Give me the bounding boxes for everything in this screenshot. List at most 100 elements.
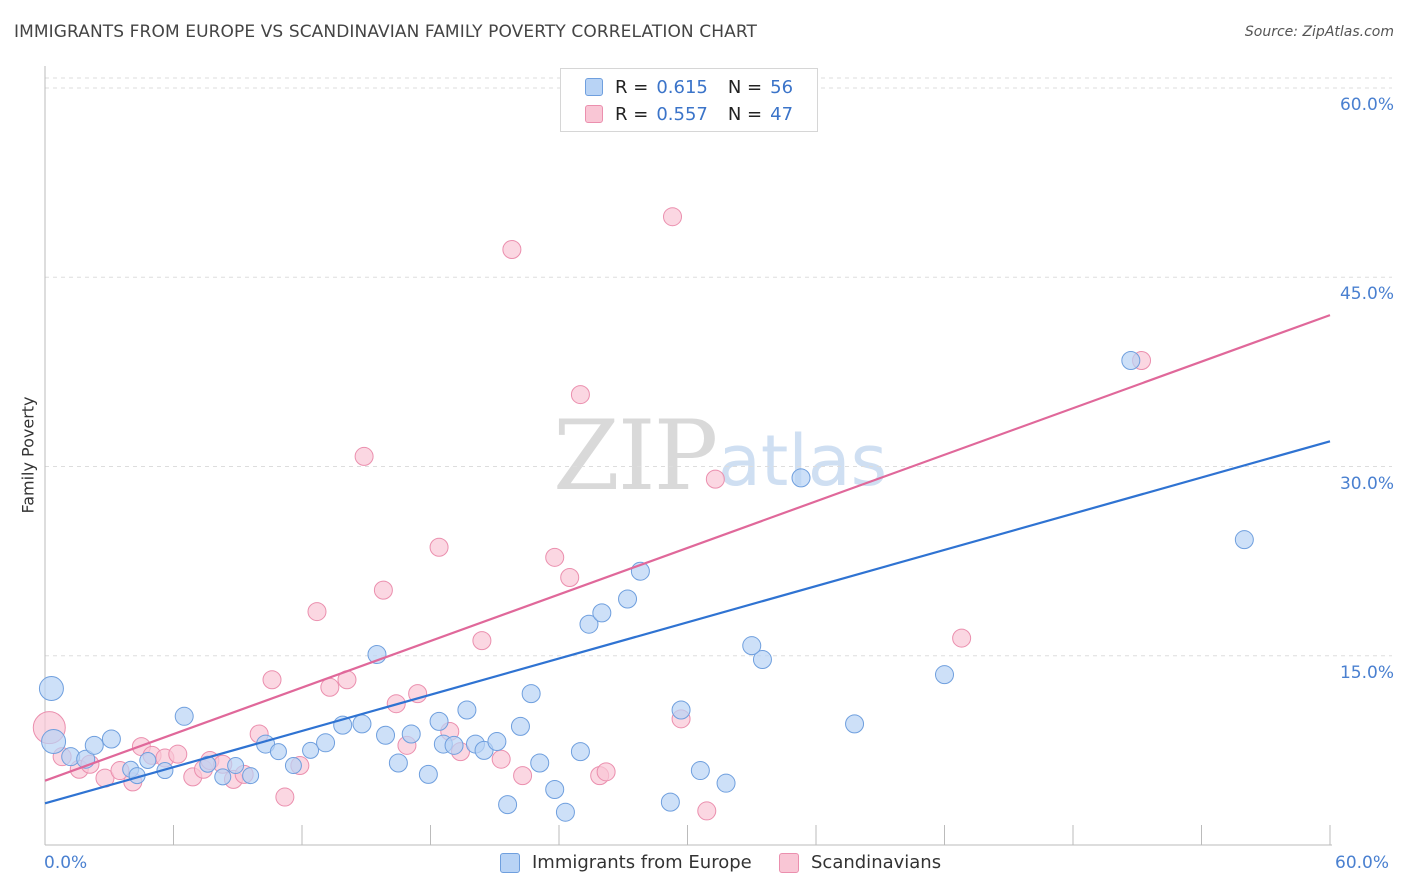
blue-legend-swatch (500, 852, 520, 873)
n-value: 56 (770, 76, 794, 98)
chart-title: IMMIGRANTS FROM EUROPE VS SCANDINAVIAN F… (14, 22, 757, 42)
immigrant-point (752, 650, 772, 670)
watermark-zip: ZIP (553, 400, 718, 512)
immigrant-point (139, 751, 157, 769)
scandinavian-point (275, 787, 295, 807)
immigrant-point (690, 761, 710, 781)
n-label: N = (727, 103, 763, 125)
immigrant-point (199, 755, 217, 773)
scandinavian-point (545, 547, 565, 567)
scandinavian-point (560, 568, 580, 588)
immigrant-point (742, 636, 762, 656)
immigrant-point (84, 735, 104, 755)
pink-swatch (585, 105, 603, 123)
immigrant-point (555, 802, 575, 822)
blue-swatch (585, 78, 603, 96)
axes (44, 66, 1332, 846)
correlation-legend: R = 0.615 N = 56 R = 0.557 N = 47 (560, 68, 818, 132)
immigrant-point (38, 676, 64, 702)
legend-label: Scandinavians (811, 852, 942, 873)
scandinavian-point (697, 801, 717, 821)
immigrant-point (401, 724, 421, 744)
scandinavian-point (663, 207, 683, 227)
immigrant-point (935, 665, 954, 685)
scandinavian-point (570, 385, 590, 405)
scandinavian-point (373, 580, 393, 600)
scandinavian-point (491, 749, 511, 769)
source-attribution: Source: ZipAtlas.com (1244, 24, 1394, 40)
immigrant-point (41, 729, 67, 755)
immigrant-point (530, 753, 550, 773)
y-tick-label: 15.0% (1339, 662, 1394, 683)
immigrant-point (487, 732, 507, 752)
immigrant-point (316, 733, 336, 753)
scandinavian-point (320, 677, 340, 697)
trend-lines (44, 314, 1331, 805)
immigrant-point (671, 700, 691, 720)
n-label: N = (727, 76, 763, 98)
scandinavian-point (502, 239, 522, 259)
y-axis-label: Family Poverty (18, 396, 38, 514)
legend-item-immigrants: Immigrants from Europe (500, 852, 752, 873)
r-value: 0.557 (656, 103, 708, 125)
x-tick-label-min: 0.0% (44, 853, 88, 873)
immigrant-point (521, 684, 541, 704)
immigrant-point (716, 773, 736, 793)
legend-row-immigrants: R = 0.615 N = 56 (585, 75, 793, 99)
immigrant-point (592, 603, 612, 623)
r-value: 0.615 (656, 76, 708, 98)
n-value: 47 (770, 103, 794, 125)
series-scandinavians (32, 207, 1152, 821)
immigrant-point (302, 741, 320, 759)
scandinavian-point (354, 446, 374, 466)
trend-line-scandinavians (44, 314, 1331, 782)
immigrant-point (545, 779, 565, 799)
immigrant-point (242, 767, 260, 785)
legend-label: Immigrants from Europe (532, 852, 752, 873)
y-tick-label: 60.0% (1339, 95, 1394, 115)
immigrant-point (174, 706, 194, 726)
immigrant-point (845, 714, 865, 734)
immigrant-point (579, 614, 599, 634)
immigrant-point (352, 714, 372, 734)
immigrant-point (1234, 530, 1254, 550)
legend-row-scandinavians: R = 0.557 N = 47 (585, 102, 793, 126)
scandinavian-point (307, 602, 327, 622)
immigrant-point (444, 735, 464, 755)
trend-line-immigrants (44, 440, 1331, 805)
scandinavian-point (952, 628, 972, 648)
immigrant-point (498, 795, 518, 815)
scandinavian-point (705, 469, 725, 489)
immigrant-point (457, 700, 477, 720)
immigrant-point (284, 757, 302, 775)
pink-legend-swatch (779, 852, 799, 873)
legend-item-scandinavians: Scandinavians (779, 852, 941, 873)
scandinavian-point (262, 670, 282, 690)
immigrant-point (214, 768, 232, 786)
scandinavian-point (168, 744, 188, 764)
immigrant-point (660, 792, 680, 812)
immigrant-point (388, 753, 408, 773)
r-label: R = (615, 103, 649, 125)
immigrant-point (227, 757, 245, 775)
y-tick-label: 30.0% (1339, 473, 1394, 494)
series-immigrants-from-europe (38, 351, 1254, 822)
scandinavian-point (429, 537, 449, 557)
immigrant-point (510, 716, 530, 736)
immigrant-point (1121, 351, 1141, 371)
immigrant-point (269, 743, 287, 761)
watermark-atlas: atlas (718, 420, 888, 502)
r-label: R = (615, 76, 649, 98)
immigrant-point (429, 711, 449, 731)
scandinavian-point (596, 762, 616, 782)
immigrant-point (376, 725, 396, 745)
immigrant-point (418, 764, 438, 784)
y-tick-label: 45.0% (1339, 284, 1394, 305)
immigrant-point (101, 729, 121, 749)
immigrant-point (618, 589, 638, 609)
immigrant-point (570, 742, 590, 762)
x-tick-label-max: 60.0% (1335, 853, 1390, 873)
scandinavian-point (513, 766, 533, 786)
immigrant-point (791, 468, 811, 488)
